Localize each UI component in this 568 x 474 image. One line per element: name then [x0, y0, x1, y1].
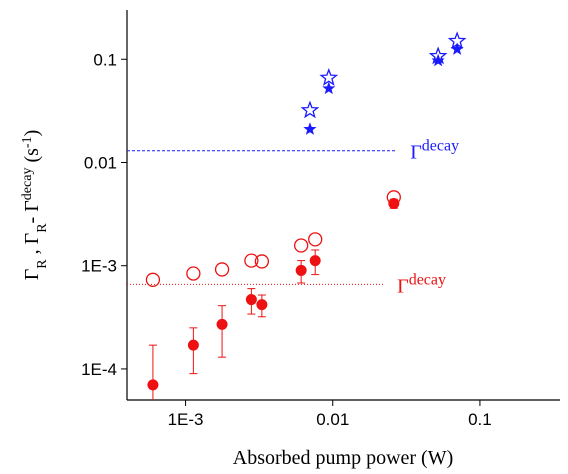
reference-sup: decay: [422, 137, 459, 154]
circle-marker: [295, 264, 307, 276]
circle-marker: [308, 232, 323, 247]
circle-marker: [145, 272, 161, 287]
star-marker: [303, 122, 317, 135]
y-label-part: - Γ: [21, 200, 43, 223]
y-label-part: ): [21, 130, 43, 137]
y-tick-label: 1E-3: [81, 257, 117, 276]
circle-marker: [309, 255, 321, 267]
star-marker: [450, 42, 464, 55]
circle-marker: [214, 262, 230, 277]
circle-marker: [186, 266, 201, 281]
reference-label: Γdecay: [410, 137, 459, 164]
circle-marker: [147, 379, 159, 391]
y-label-part: -1: [20, 136, 35, 148]
y-label-part: R: [35, 223, 50, 233]
x-axis-label: Absorbed pump power (W): [233, 447, 454, 469]
y-axis-label: ΓR , ΓR- Γdecay (s-1): [20, 130, 50, 281]
circle-marker: [216, 318, 228, 330]
y-tick-label: 0.1: [93, 50, 117, 69]
circle-marker: [254, 254, 270, 269]
circle-marker: [187, 339, 199, 351]
reference-symbol: Γ: [410, 142, 422, 164]
circle-marker: [245, 294, 257, 306]
circle-marker: [388, 198, 400, 210]
y-label-part: Γ: [21, 269, 43, 281]
y-tick-label: 0.01: [84, 153, 117, 172]
x-tick-label: 0.01: [316, 410, 349, 429]
star-marker: [319, 68, 339, 86]
star-marker: [300, 100, 320, 119]
y-label-part: R: [35, 259, 50, 269]
star-marker: [322, 81, 336, 95]
y-label-part: (s: [21, 148, 43, 168]
y-label-part: decay: [20, 168, 35, 201]
x-tick-label: 0.1: [468, 410, 492, 429]
circle-marker: [294, 238, 309, 253]
y-label-part: , Γ: [21, 233, 43, 260]
star-marker: [431, 53, 445, 67]
x-tick-label: 1E-3: [168, 410, 204, 429]
y-tick-label: 1E-4: [81, 360, 117, 379]
circle-marker: [244, 253, 259, 268]
reference-symbol: Γ: [397, 275, 409, 297]
reference-sup: decay: [409, 271, 446, 288]
circle-marker: [256, 299, 268, 311]
reference-label: Γdecay: [397, 271, 446, 298]
